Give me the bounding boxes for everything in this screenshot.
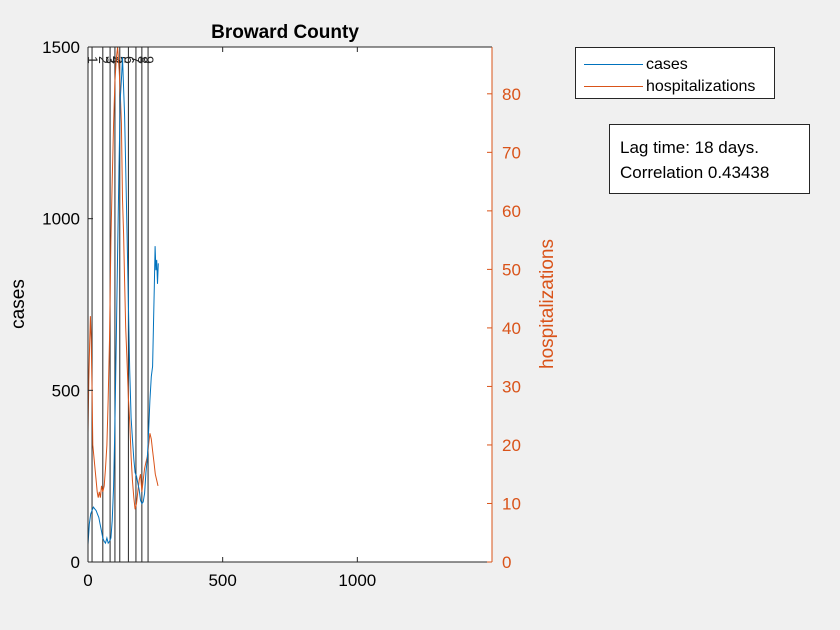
y-axis-left-ticks: 0 500 1000 1500: [42, 38, 93, 572]
y-left-tick-label: 1500: [42, 38, 80, 57]
legend-label-hospitalizations: hospitalizations: [646, 78, 756, 95]
vertical-marker-label: 7: [129, 56, 145, 64]
vertical-marker-label: 8: [135, 56, 151, 64]
y-left-tick-label: 1000: [42, 210, 80, 229]
y-right-tick-label: 20: [502, 436, 521, 455]
y-axis-left-label: cases: [8, 279, 29, 329]
y-axis-right-label: hospitalizations: [537, 239, 558, 369]
legend-label-cases: cases: [646, 56, 688, 73]
series-cases-line: [87, 57, 159, 545]
y-right-tick-label: 10: [502, 494, 521, 513]
y-right-tick-label: 30: [502, 377, 521, 396]
y-left-tick-label: 0: [71, 553, 80, 572]
y-right-tick-label: 40: [502, 319, 521, 338]
vertical-marker-label: 5: [113, 56, 129, 64]
y-right-tick-label: 70: [502, 143, 521, 162]
x-tick-label: 1000: [338, 571, 376, 590]
lag-time-text: Lag time: 18 days.: [620, 138, 759, 157]
legend-item-cases: cases: [576, 55, 774, 75]
vertical-marker-label: 1: [85, 56, 101, 64]
legend-swatch-hospitalizations: [584, 86, 643, 87]
y-right-tick-label: 80: [502, 85, 521, 104]
chart-title: Broward County: [211, 22, 359, 43]
vertical-marker-label: 9: [141, 56, 157, 64]
vertical-marker-label: 2: [96, 56, 112, 64]
correlation-text: Correlation 0.43438: [620, 163, 770, 182]
x-axis-ticks: 0 500 1000: [83, 47, 376, 590]
legend-swatch-cases: [584, 64, 643, 65]
vertical-marker-label: 3: [103, 56, 119, 64]
legend-item-hospitalizations: hospitalizations: [576, 77, 774, 97]
vertical-marker-label: 6: [121, 56, 137, 64]
y-right-tick-label: 50: [502, 260, 521, 279]
y-axis-right-ticks: 0 10 20 30 40 50 60 70 80: [487, 85, 521, 572]
plot-area: [88, 47, 492, 562]
y-left-tick-label: 500: [52, 381, 80, 400]
legend: cases hospitalizations: [575, 47, 775, 99]
y-right-tick-label: 60: [502, 202, 521, 221]
annotation-box: Lag time: 18 days. Correlation 0.43438: [609, 124, 810, 194]
y-right-tick-label: 0: [502, 553, 511, 572]
x-tick-label: 0: [83, 571, 92, 590]
x-tick-label: 500: [208, 571, 236, 590]
